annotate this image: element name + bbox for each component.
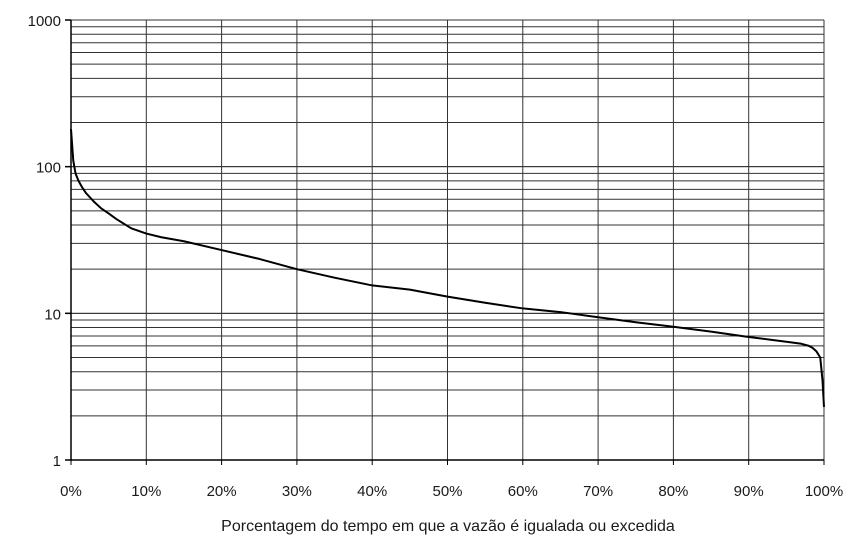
x-tick-label: 10% (131, 483, 161, 500)
x-tick-label: 20% (207, 483, 237, 500)
y-tick-label: 10 (44, 306, 61, 323)
x-tick-label: 80% (658, 483, 688, 500)
x-tick-labels: 0% 10% 20% 30% 40% 50% 60% 70% 80% 90% 100% (60, 483, 843, 500)
y-tick-label: 100 (36, 160, 61, 177)
horizontal-gridlines (71, 19, 824, 417)
x-tick-label: 70% (583, 483, 613, 500)
x-tick-label: 40% (357, 483, 387, 500)
x-tick-label: 0% (60, 483, 82, 500)
y-tick-label: 1 (53, 453, 61, 470)
x-tick-label: 50% (432, 483, 462, 500)
x-tick-label: 100% (805, 483, 843, 500)
series-layer (70, 129, 825, 408)
x-tick-label: 30% (282, 483, 312, 500)
y-tick-label: 1000 (28, 13, 61, 30)
flow-duration-curve (70, 129, 825, 408)
vertical-gridlines (145, 20, 825, 460)
y-tick-labels: 1 10 100 1000 (28, 13, 61, 470)
x-tick-label: 90% (734, 483, 764, 500)
axes (65, 19, 825, 465)
x-tick-label: 60% (508, 483, 538, 500)
x-axis-label: Porcentagem do tempo em que a vazão é ig… (221, 518, 675, 535)
